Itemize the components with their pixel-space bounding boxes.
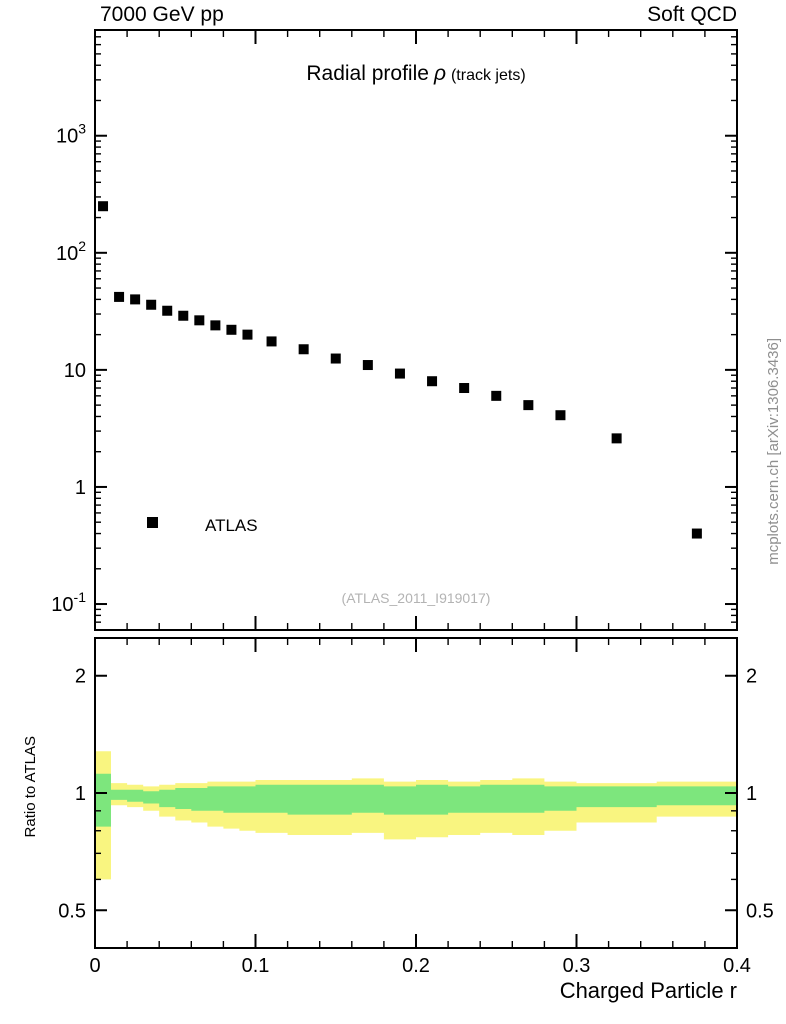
data-point [330, 353, 341, 364]
data-point [459, 383, 470, 394]
data-point [114, 291, 125, 302]
ratio-y-axis-title: Ratio to ATLAS [22, 736, 39, 838]
header-process: Soft QCD [647, 3, 737, 26]
main-y-tick-label: 10-1 [51, 589, 86, 616]
main-y-tick-label: 102 [56, 238, 86, 265]
data-point [178, 310, 189, 321]
data-point [194, 315, 205, 326]
data-point [394, 368, 405, 379]
watermark-arxiv-label: mcplots.cern.ch [arXiv:1306.3436] [765, 338, 782, 565]
plot-title-main: Radial profile [306, 62, 429, 85]
data-point [691, 528, 702, 539]
ratio-y-tick-label-left: 2 [75, 666, 86, 688]
data-point [611, 433, 622, 444]
plot-title-suffix: (track jets) [450, 67, 526, 84]
data-point [98, 201, 109, 212]
data-point [266, 336, 277, 347]
ratio-yellow-band [95, 751, 737, 880]
main-y-tick-label: 1 [75, 477, 86, 499]
data-point [146, 299, 157, 310]
data-point [210, 320, 221, 331]
data-point [427, 376, 438, 387]
x-tick-label: 0.2 [402, 955, 430, 977]
data-point [555, 410, 566, 421]
main-y-tick-label: 103 [56, 121, 86, 148]
x-tick-label: 0.1 [242, 955, 270, 977]
data-point [362, 360, 373, 371]
data-point [523, 400, 534, 411]
data-point [130, 294, 141, 305]
ratio-y-tick-label-right: 2 [746, 666, 757, 688]
data-point [162, 305, 173, 316]
x-tick-label: 0.3 [563, 955, 591, 977]
data-point [298, 344, 309, 355]
x-tick-label: 0.4 [723, 955, 751, 977]
data-point [491, 390, 502, 401]
ratio-green-band [95, 773, 737, 827]
main-y-tick-label: 10 [64, 360, 86, 382]
plot-title: Radial profile ρ (track jets) [95, 62, 737, 86]
header-beam-energy: 7000 GeV pp [100, 3, 224, 26]
main-frame [94, 29, 738, 631]
data-point [226, 324, 237, 335]
x-tick-label: 0 [89, 955, 100, 977]
x-axis-title: Charged Particle r [559, 978, 737, 1003]
data-point [242, 329, 253, 340]
analysis-ref-label: (ATLAS_2011_I919017) [341, 590, 491, 606]
plot-title-rho: ρ [433, 62, 446, 85]
ratio-y-tick-label-right: 1 [746, 783, 757, 805]
ratio-y-tick-label-left: 1 [75, 783, 86, 805]
legend-marker [147, 517, 158, 528]
legend-label: ATLAS [205, 516, 258, 535]
ratio-y-tick-label-right: 0.5 [746, 900, 774, 922]
ratio-y-tick-label-left: 0.5 [58, 900, 86, 922]
